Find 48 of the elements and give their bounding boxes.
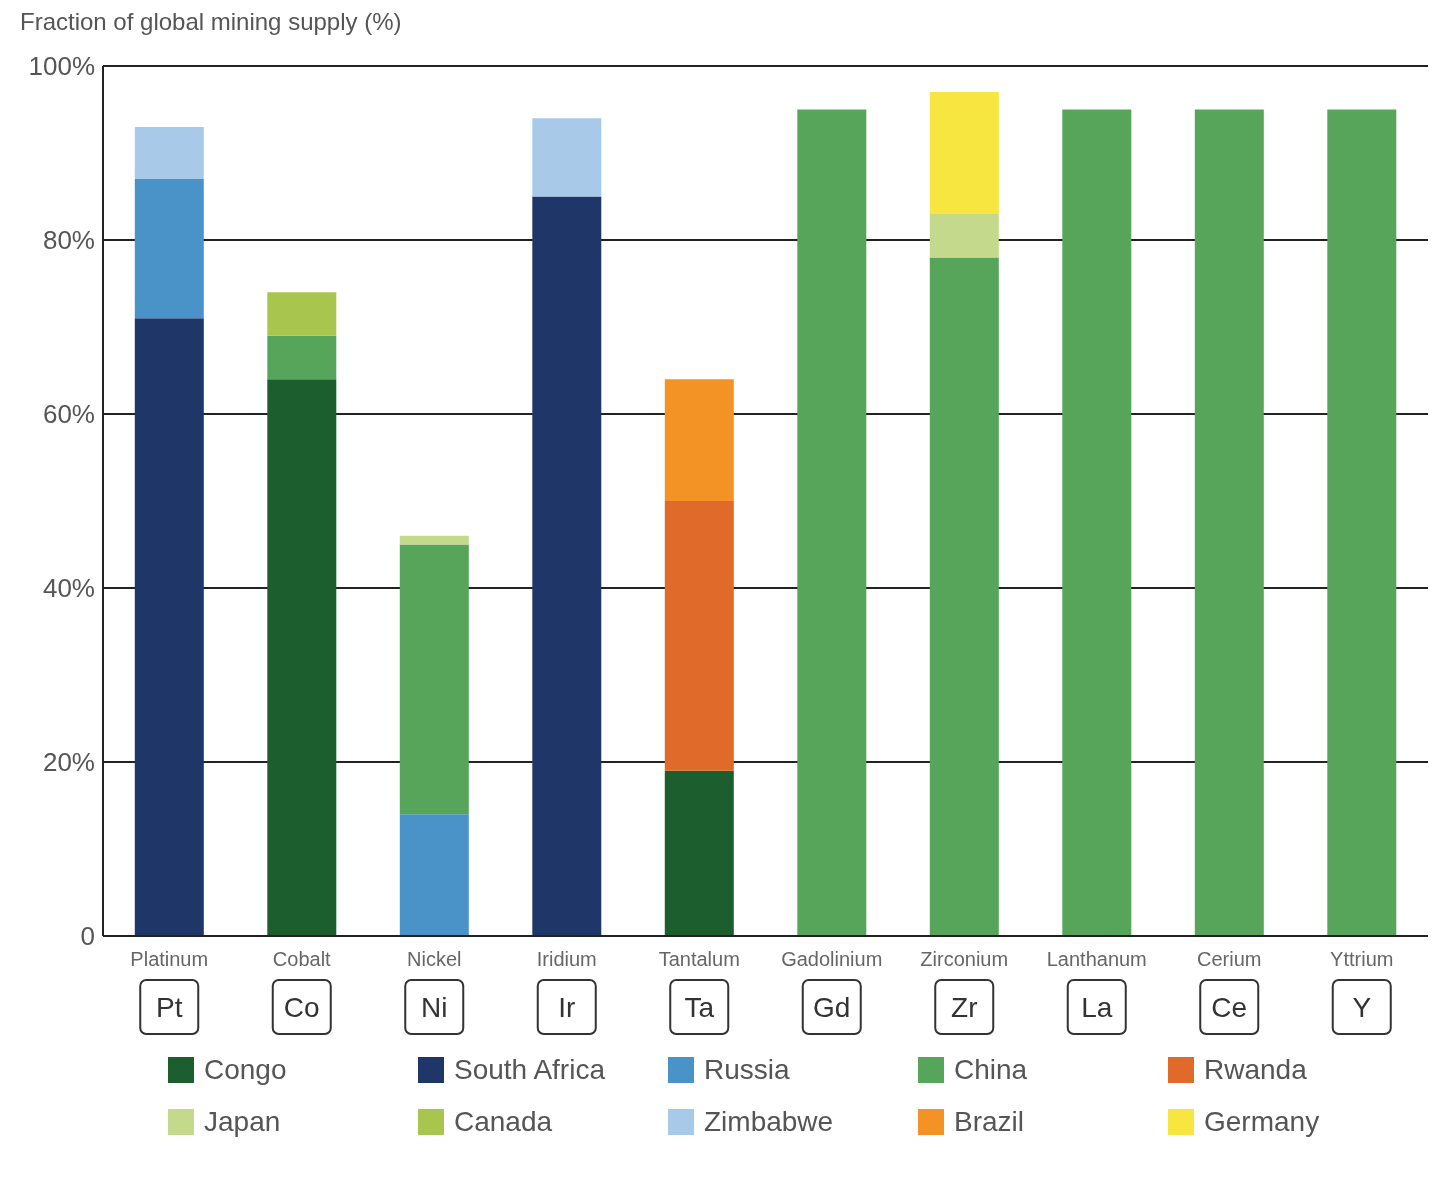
bar <box>1194 109 1264 936</box>
legend-label: Brazil <box>954 1106 1025 1138</box>
bar <box>134 179 204 319</box>
x-tick-label: Yttrium Y <box>1330 948 1394 1023</box>
bar <box>1327 109 1397 936</box>
y-tick-label: 40% <box>42 573 95 604</box>
legend-label: Russia <box>704 1054 790 1086</box>
x-tick-label: Iridium Ir <box>536 948 597 1023</box>
x-tick-label: Cobalt Co <box>272 948 332 1023</box>
y-tick-label: 60% <box>42 399 95 430</box>
legend-label: Zimbabwe <box>704 1106 834 1138</box>
y-tick-label: 80% <box>42 225 95 256</box>
bar <box>929 213 999 258</box>
bar <box>797 109 867 936</box>
bar <box>399 535 469 545</box>
bar <box>134 126 204 180</box>
legend-label: Germany <box>1204 1106 1320 1138</box>
bar <box>267 379 337 936</box>
bar <box>664 379 734 501</box>
x-tick-label: Nickel Ni <box>407 948 462 1023</box>
y-tick-label: 20% <box>42 747 95 778</box>
bar <box>532 118 602 197</box>
bar <box>134 318 204 936</box>
bar <box>929 257 999 936</box>
legend-label: Rwanda <box>1204 1054 1307 1086</box>
x-tick-label: Lanthanum La <box>1046 948 1147 1023</box>
bar <box>399 544 469 815</box>
bar <box>1062 109 1132 936</box>
x-tick-label: Cerium Ce <box>1197 948 1262 1023</box>
x-tick-label: Platinum Pt <box>130 948 209 1023</box>
bar <box>664 770 734 936</box>
bar <box>664 501 734 771</box>
x-tick-label: Gadolinium Gd <box>781 948 883 1023</box>
x-tick-label: Tantalum Ta <box>658 948 740 1023</box>
bar <box>267 292 337 336</box>
y-tick-label: 0 <box>80 921 95 952</box>
bar <box>267 335 337 380</box>
legend-label: Congo <box>204 1054 287 1086</box>
bar <box>929 92 999 214</box>
bar <box>399 814 469 936</box>
x-tick-label: Zirconium Zr <box>920 948 1009 1023</box>
legend-label: Canada <box>454 1106 553 1138</box>
y-tick-label: 100% <box>28 51 95 82</box>
bar <box>532 196 602 936</box>
legend-label: South Africa <box>454 1054 605 1086</box>
y-axis-title: Fraction of global mining supply (%) <box>20 8 403 36</box>
legend-label: China <box>954 1054 1028 1086</box>
legend-label: Japan <box>204 1106 281 1138</box>
